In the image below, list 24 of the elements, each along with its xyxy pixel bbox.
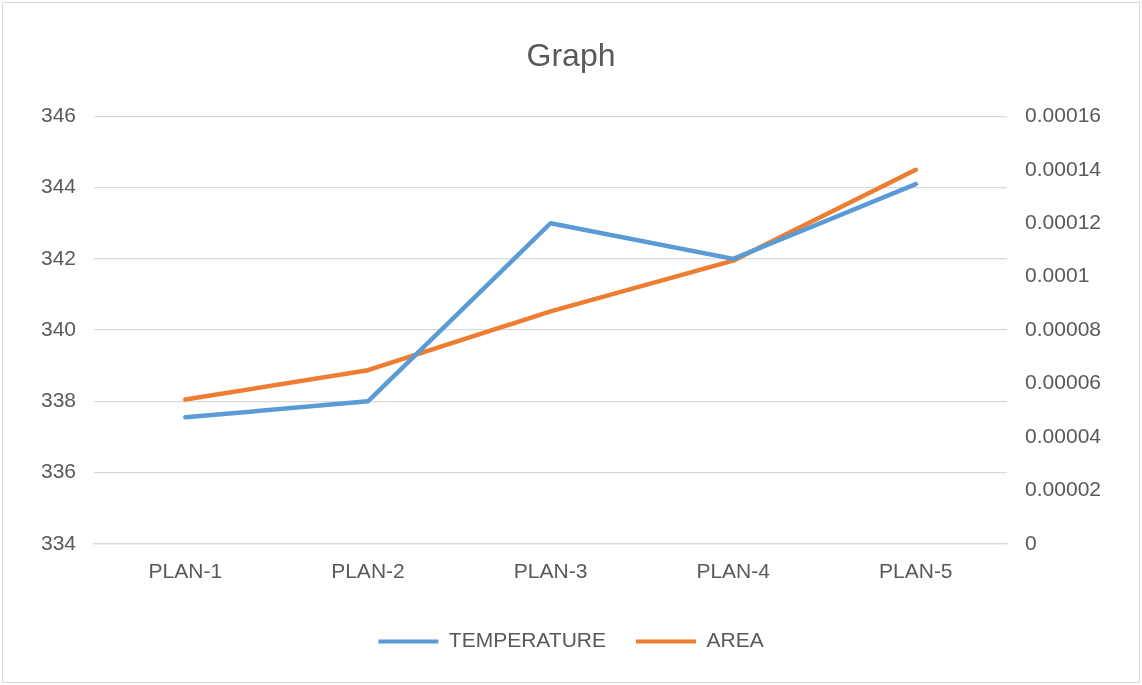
legend-label: AREA — [706, 628, 764, 652]
y2-tick-label: 0.00016 — [1025, 103, 1102, 127]
x-tick-label: PLAN-5 — [879, 559, 953, 583]
y-tick-label: 346 — [40, 103, 77, 127]
y-tick-label: 336 — [40, 459, 77, 483]
y2-tick-label: 0.00012 — [1025, 210, 1102, 234]
y2-tick-label: 0 — [1025, 530, 1037, 554]
chart-title: Graph — [526, 37, 616, 74]
x-tick-label: PLAN-1 — [148, 559, 223, 583]
y2-tick-label: 0.00014 — [1025, 156, 1102, 180]
y2-tick-label: 0.0001 — [1025, 263, 1090, 287]
y2-tick-label: 0.00002 — [1025, 477, 1102, 501]
y-tick-label: 344 — [40, 174, 77, 198]
x-tick-label: PLAN-2 — [331, 559, 405, 583]
y2-tick-label: 0.00008 — [1025, 316, 1102, 340]
legend-label: TEMPERATURE — [448, 628, 606, 652]
y-tick-label: 338 — [40, 388, 77, 412]
x-tick-label: PLAN-3 — [513, 559, 588, 583]
y2-tick-label: 0.00006 — [1025, 370, 1102, 394]
y-tick-label: 340 — [40, 316, 77, 340]
y-tick-label: 334 — [40, 530, 77, 554]
x-tick-label: PLAN-4 — [696, 559, 771, 583]
y2-tick-label: 0.00004 — [1025, 423, 1102, 447]
y-tick-label: 342 — [40, 245, 77, 269]
